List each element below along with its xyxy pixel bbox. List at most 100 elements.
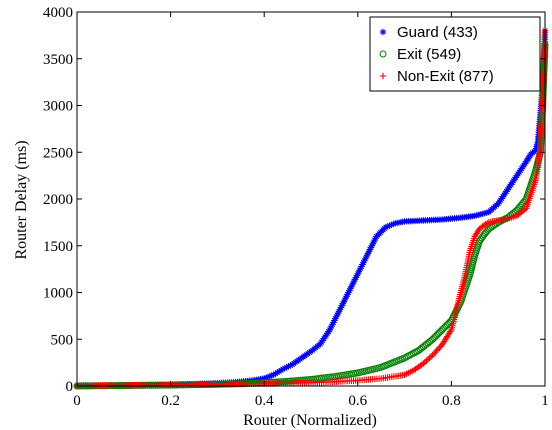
- data-point: [338, 302, 346, 309]
- data-point: [281, 365, 288, 372]
- data-point: [333, 313, 340, 321]
- data-point: [426, 354, 433, 362]
- data-point: [277, 367, 285, 374]
- data-point: [342, 294, 349, 302]
- data-point: [264, 373, 272, 381]
- data-point: [484, 220, 491, 227]
- data-point: [275, 368, 283, 375]
- data-point: [360, 259, 367, 266]
- data-point: [268, 372, 275, 379]
- data-point: [386, 222, 393, 229]
- data-point: [331, 317, 338, 324]
- data-point: [346, 287, 353, 294]
- data-layer: [73, 27, 549, 390]
- legend-marker: [379, 72, 387, 80]
- data-point: [330, 319, 337, 326]
- data-point: [353, 272, 361, 279]
- data-point: [483, 209, 491, 216]
- data-point: [340, 298, 347, 306]
- data-point: [424, 356, 432, 363]
- legend-label: Exit (549): [397, 46, 461, 63]
- data-point: [328, 322, 335, 330]
- data-point: [364, 250, 372, 257]
- data-point: [345, 289, 352, 296]
- y-tick-label: 1000: [43, 286, 73, 302]
- data-point: [285, 363, 292, 370]
- legend-marker: [379, 50, 387, 58]
- data-point: [479, 210, 487, 217]
- data-point: [356, 266, 363, 274]
- y-tick-label: 3500: [43, 52, 73, 68]
- data-point: [327, 324, 334, 332]
- data-point: [266, 373, 274, 380]
- data-point: [361, 257, 368, 264]
- data-point: [355, 268, 362, 276]
- data-point: [352, 274, 360, 281]
- data-point: [332, 315, 339, 322]
- data-point: [359, 261, 366, 268]
- data-point: [334, 309, 342, 317]
- legend-box: [369, 16, 541, 92]
- legend-label: Guard (433): [397, 24, 478, 41]
- data-point: [362, 255, 369, 263]
- x-axis-label: Router (Normalized): [243, 412, 377, 429]
- legend-entry: Exit (549): [379, 46, 461, 63]
- data-point: [341, 296, 348, 304]
- data-point: [371, 236, 378, 244]
- y-tick-label: 4000: [43, 5, 73, 21]
- data-point: [363, 251, 371, 259]
- y-tick-label: 500: [51, 332, 74, 348]
- data-point: [382, 223, 390, 231]
- data-point: [336, 306, 344, 313]
- y-tick-label: 2500: [43, 145, 73, 161]
- data-point: [365, 248, 373, 255]
- data-point: [329, 321, 336, 328]
- data-point: [471, 212, 478, 220]
- data-point: [420, 360, 427, 367]
- data-point: [354, 270, 361, 277]
- x-tick-label: 0.8: [442, 393, 461, 409]
- y-axis-label: Router Delay (ms): [13, 140, 30, 259]
- data-point: [384, 223, 391, 230]
- legend-marker: [379, 28, 387, 36]
- y-tick-label: 3000: [43, 99, 73, 115]
- ticks-layer: 0 0.2 0.4 0.6 0.8 1 0 500 1000 1500 2000 2500 3000 35…: [43, 5, 549, 409]
- data-point: [521, 206, 528, 213]
- data-point: [261, 375, 268, 382]
- y-tick-label: 0: [66, 379, 74, 395]
- data-point: [344, 291, 351, 298]
- data-point: [347, 285, 354, 292]
- data-point: [335, 308, 343, 315]
- legend-entry: Guard (433): [379, 24, 478, 41]
- data-point: [369, 240, 376, 248]
- data-point: [262, 374, 270, 381]
- data-point: [339, 300, 347, 307]
- data-point: [348, 283, 355, 291]
- data-point: [326, 326, 333, 334]
- data-point: [351, 276, 359, 283]
- data-point: [343, 293, 350, 300]
- data-point: [370, 238, 377, 246]
- data-point: [349, 279, 357, 287]
- data-point: [337, 304, 345, 311]
- y-tick-label: 2000: [43, 192, 73, 208]
- data-point: [272, 370, 279, 377]
- data-point: [270, 371, 277, 378]
- x-tick-label: 0.6: [348, 393, 367, 409]
- data-point: [358, 263, 365, 270]
- data-point: [334, 311, 341, 319]
- data-point: [366, 246, 374, 253]
- data-point: [473, 212, 481, 219]
- x-tick-label: 0.2: [161, 393, 180, 409]
- data-point: [363, 253, 370, 261]
- legend-label: Non-Exit (877): [397, 68, 494, 85]
- x-tick-label: 0.4: [255, 393, 274, 409]
- data-point: [481, 209, 489, 217]
- data-point: [357, 264, 364, 272]
- data-point: [367, 244, 375, 251]
- y-tick-label: 1500: [43, 239, 73, 255]
- data-point: [348, 281, 356, 289]
- data-point: [388, 221, 395, 229]
- legend-entry: Non-Exit (877): [379, 68, 494, 85]
